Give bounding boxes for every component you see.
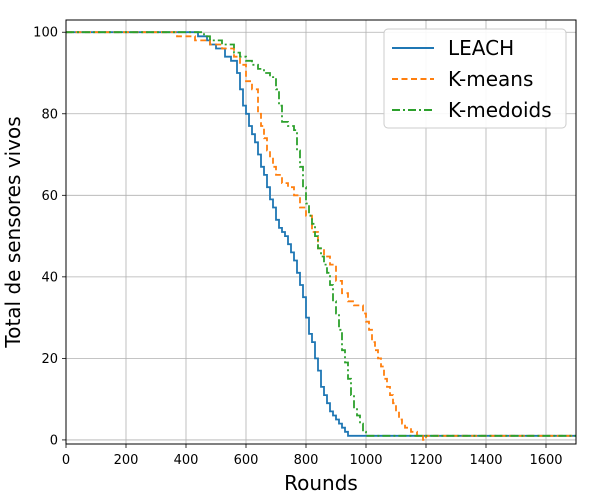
x-tick-label: 800 [294, 453, 319, 468]
x-tick-label: 0 [62, 453, 70, 468]
y-tick-label: 0 [50, 433, 58, 448]
series-line-k-means [66, 31, 576, 441]
y-tick-label: 100 [33, 26, 58, 41]
legend-label-k-means: K-means [448, 67, 533, 91]
y-tick-label: 60 [41, 189, 58, 204]
x-tick-label: 1400 [469, 453, 502, 468]
y-tick-label: 40 [41, 270, 58, 285]
x-tick-label: 600 [234, 453, 259, 468]
x-tick-label: 200 [114, 453, 139, 468]
series-lines [66, 31, 576, 441]
plot-frame [65, 19, 577, 445]
series-line-leach [66, 31, 576, 437]
legend-label-leach: LEACH [448, 36, 514, 60]
x-axis-label: Rounds [284, 471, 358, 495]
y-tick-label: 20 [41, 352, 58, 367]
legend-box [383, 28, 567, 129]
legend-label-k-medoids: K-medoids [448, 98, 552, 122]
axis-ticks: 0 200 400 600 800 1000 1200 1400 1600 0 20 40 60 80 10… [33, 26, 562, 468]
y-tick-label: 80 [41, 107, 58, 122]
x-tick-label: 1200 [409, 453, 442, 468]
x-tick-label: 1600 [529, 453, 562, 468]
x-tick-label: 400 [174, 453, 199, 468]
legend: LEACH K-means K-medoids [383, 28, 567, 129]
series-line-k-medoids [66, 31, 576, 437]
y-axis-label: Total de sensores vivos [1, 116, 25, 348]
x-tick-label: 1000 [349, 453, 382, 468]
